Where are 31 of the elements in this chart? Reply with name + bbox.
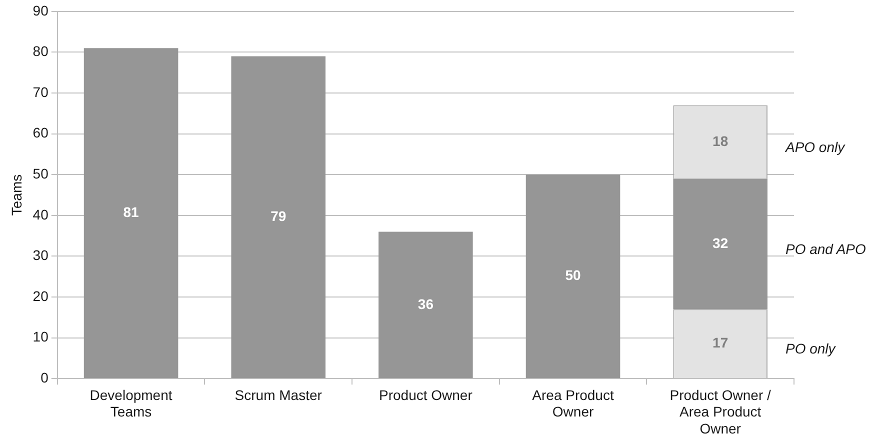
data-label: 50 — [565, 267, 582, 284]
bar — [378, 232, 473, 378]
data-label: 81 — [123, 204, 140, 220]
x-tick-label: Scrum Master — [234, 386, 322, 403]
data-label: 36 — [418, 296, 434, 312]
y-tick-label: 70 — [32, 84, 49, 100]
y-tick-label: 80 — [32, 43, 49, 60]
x-tick-label: Product Owner — [379, 386, 473, 403]
y-tick-label: 0 — [40, 369, 49, 386]
x-tick-label: Product Owner / Area Product Owner — [670, 386, 772, 436]
y-tick-label: 20 — [32, 288, 49, 304]
y-tick-label: 10 — [32, 328, 49, 345]
bar — [84, 48, 178, 378]
y-axis-title: Teams — [8, 174, 24, 216]
bar — [526, 174, 620, 378]
data-label: 32 — [712, 234, 728, 251]
annotation: PO and APO — [785, 240, 866, 257]
y-tick-label: 30 — [32, 247, 49, 264]
annotation: PO only — [785, 340, 836, 357]
y-tick-label: 60 — [32, 124, 49, 141]
bar — [673, 178, 768, 310]
data-label: 17 — [712, 334, 728, 351]
y-tick-label: 50 — [32, 165, 49, 182]
data-label: 79 — [270, 208, 286, 224]
x-tick-label: Development Teams — [90, 386, 172, 420]
data-label: 18 — [712, 132, 728, 149]
y-tick-label: 40 — [32, 206, 49, 222]
y-tick-label: 90 — [32, 2, 49, 18]
bar — [231, 56, 326, 378]
x-tick-label: Area Product Owner — [532, 386, 614, 420]
annotation: APO only — [784, 138, 846, 155]
